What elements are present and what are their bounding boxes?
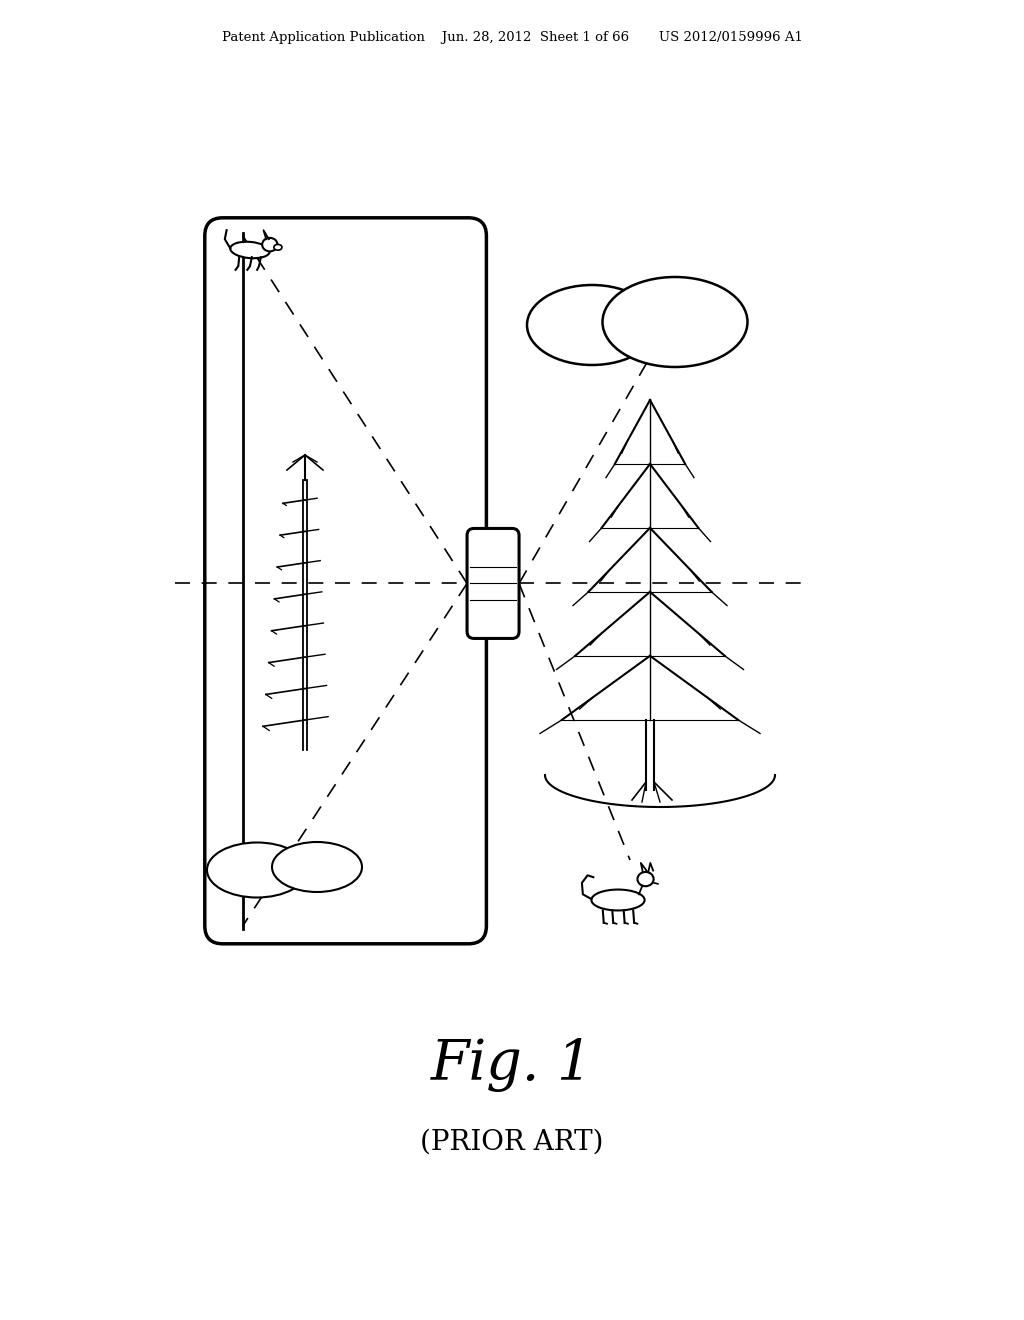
Ellipse shape xyxy=(262,238,278,251)
Ellipse shape xyxy=(273,244,282,251)
Text: Patent Application Publication    Jun. 28, 2012  Sheet 1 of 66       US 2012/015: Patent Application Publication Jun. 28, … xyxy=(221,32,803,45)
Text: (PRIOR ART): (PRIOR ART) xyxy=(420,1129,604,1155)
Ellipse shape xyxy=(230,242,269,259)
Ellipse shape xyxy=(207,842,307,898)
FancyBboxPatch shape xyxy=(467,528,519,639)
Ellipse shape xyxy=(272,842,362,892)
Text: Fig. 1: Fig. 1 xyxy=(431,1038,593,1093)
Ellipse shape xyxy=(602,277,748,367)
Ellipse shape xyxy=(638,873,653,886)
Ellipse shape xyxy=(592,890,644,911)
FancyBboxPatch shape xyxy=(205,218,486,944)
Ellipse shape xyxy=(527,285,657,366)
